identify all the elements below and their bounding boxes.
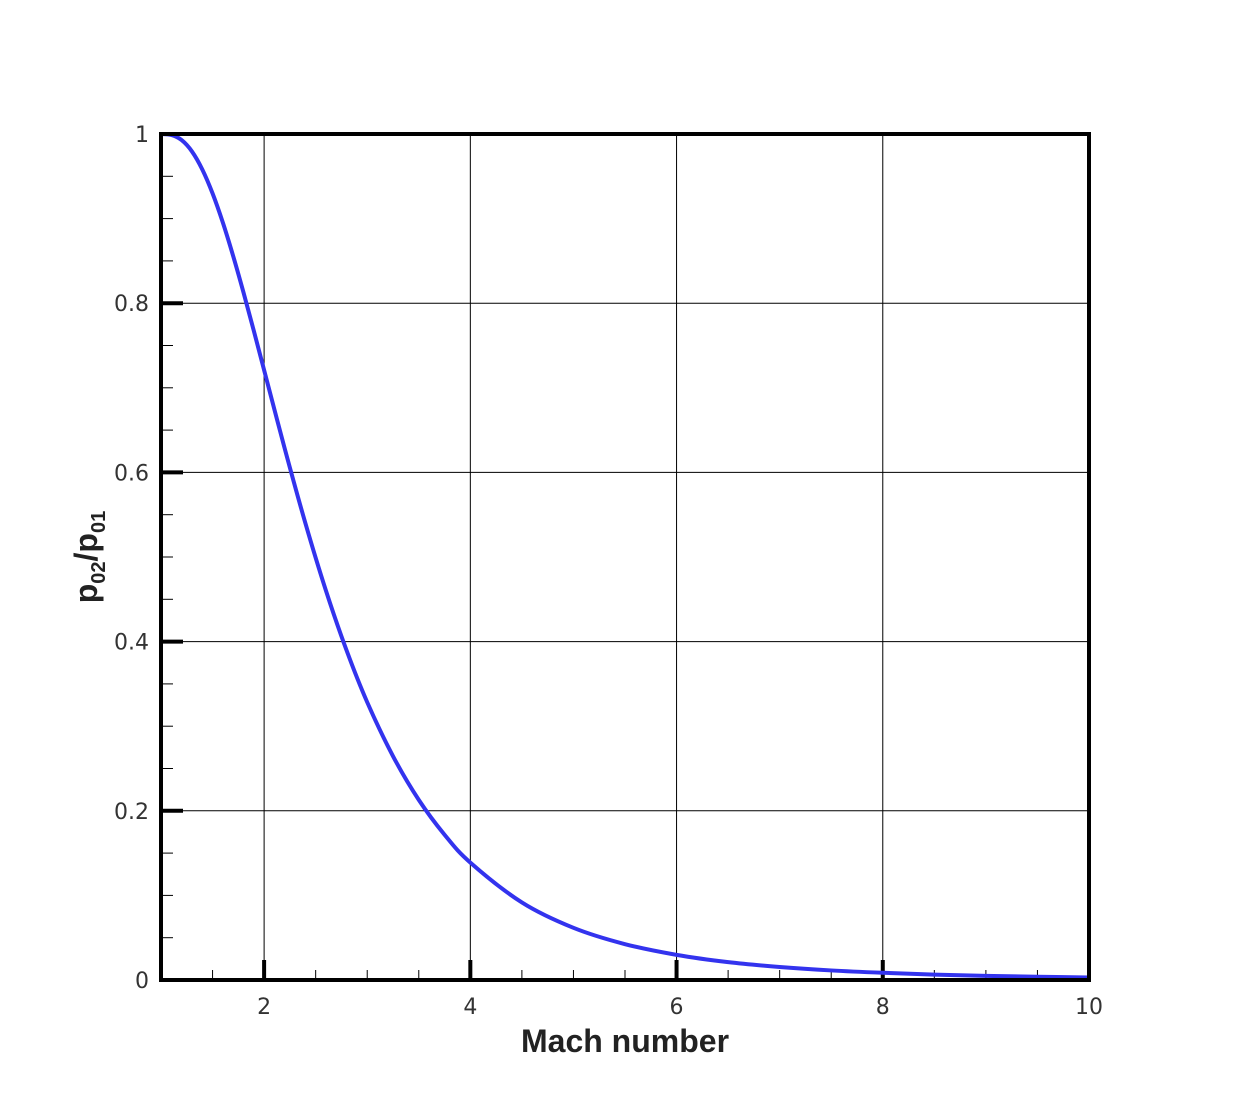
y-axis-title-sub2: 01 (88, 511, 110, 533)
y-tick-label: 0 (135, 969, 149, 994)
grid-layer (161, 134, 1089, 980)
x-tick-label: 10 (1075, 995, 1103, 1020)
y-axis-title-slash: / (68, 552, 104, 561)
y-tick-label: 0.8 (114, 292, 149, 317)
series-line (160, 132, 1090, 980)
y-axis-title-p1: p (68, 584, 104, 604)
y-tick-label: 0.2 (114, 800, 149, 825)
y-tick-label: 0.6 (114, 461, 149, 486)
y-axis-title: p02/p01 (68, 511, 110, 603)
tick-labels: 2 4 6 8 10 0 0.2 0.4 0.6 0.8 1 (114, 123, 1103, 1020)
y-tick-label: 1 (135, 123, 149, 148)
y-tick-label: 0.4 (114, 631, 149, 656)
x-tick-label: 2 (257, 995, 271, 1020)
x-tick-label: 4 (463, 995, 477, 1020)
x-tick-label: 6 (670, 995, 684, 1020)
y-axis-title-sub1: 02 (88, 561, 110, 583)
x-axis-title: Mach number (521, 1023, 729, 1059)
tick-marks (161, 132, 1091, 982)
series-layer (160, 132, 1090, 980)
y-axis-title-p2: p (68, 533, 104, 553)
plot-frame (159, 132, 1091, 982)
x-tick-label: 8 (876, 995, 890, 1020)
